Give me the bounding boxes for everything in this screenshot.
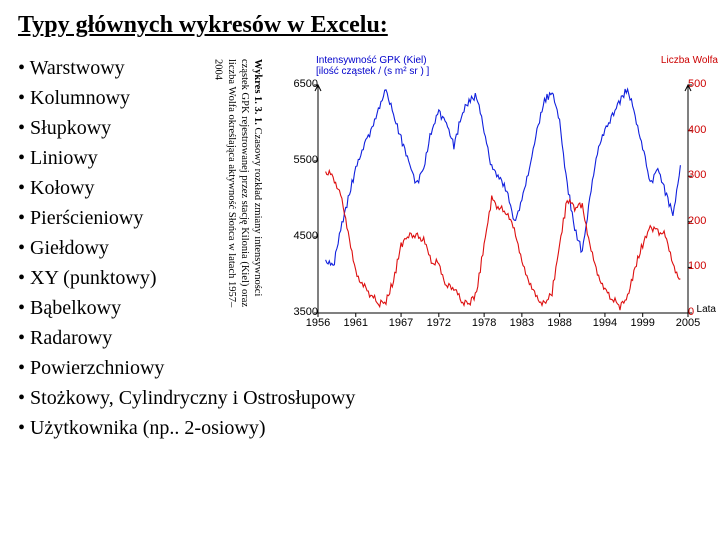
y-right-tick-label: 400: [688, 124, 706, 136]
x-tick-label: 2005: [676, 317, 700, 329]
list-item: Użytkownika (np.. 2-osiowy): [18, 413, 702, 443]
y-right-tick-label: 500: [688, 78, 706, 90]
x-tick-label: 1983: [510, 317, 534, 329]
y-right-labels: 0100200300400500: [688, 53, 718, 333]
legend-left-line2: [ilość cząstek / (s m² sr ) ]: [316, 66, 429, 77]
x-tick-label: 1988: [547, 317, 571, 329]
x-tick-label: 1999: [630, 317, 654, 329]
y-left-tick-label: 6500: [294, 78, 318, 90]
x-tick-label: 1967: [389, 317, 413, 329]
y-left-tick-label: 4500: [294, 230, 318, 242]
x-tick-label: 1972: [427, 317, 451, 329]
y-left-labels: 3500450055006500: [288, 53, 318, 333]
x-tick-label: 1956: [306, 317, 330, 329]
x-tick-label: 1994: [593, 317, 617, 329]
caption-bold: Wykres 1. 3. 1.: [252, 59, 263, 125]
list-item: Stożkowy, Cylindryczny i Ostrosłupowy: [18, 383, 702, 413]
chart-caption: Wykres 1. 3. 1. Czasowy rozkład zmiany i…: [216, 53, 266, 333]
content-area: Warstwowy Kolumnowy Słupkowy Liniowy Koł…: [18, 53, 702, 443]
chart-block: Wykres 1. 3. 1. Czasowy rozkład zmiany i…: [216, 53, 720, 333]
chart-area: Intensywność GPK (Kiel) [ilość cząstek /…: [266, 53, 720, 333]
x-tick-label: 1961: [344, 317, 368, 329]
x-labels: 1956196119671972197819831988199419992005: [318, 317, 688, 333]
x-tick-label: 1978: [472, 317, 496, 329]
list-item: Powierzchniowy: [18, 353, 702, 383]
y-left-tick-label: 5500: [294, 154, 318, 166]
chart-svg: [266, 53, 720, 333]
x-axis-title: Lata: [697, 304, 716, 315]
legend-left: Intensywność GPK (Kiel) [ilość cząstek /…: [316, 55, 429, 77]
y-right-tick-label: 300: [688, 169, 706, 181]
page-title: Typy głównych wykresów w Excelu:: [18, 12, 702, 39]
legend-left-line1: Intensywność GPK (Kiel): [316, 55, 427, 66]
y-right-tick-label: 100: [688, 260, 706, 272]
y-right-tick-label: 200: [688, 215, 706, 227]
